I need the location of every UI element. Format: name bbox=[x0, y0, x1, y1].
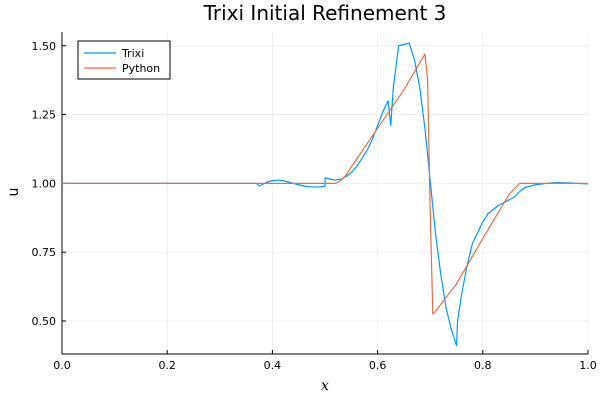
tick-labels: 0.0 0.2 0.4 0.6 0.8 1.0 0.50 0.75 1.00 1.25 1.50 bbox=[32, 40, 597, 372]
x-tick-label: 0.0 bbox=[53, 359, 71, 372]
grid bbox=[61, 32, 589, 354]
y-tick-label: 1.00 bbox=[32, 177, 57, 190]
y-tick-label: 0.50 bbox=[32, 315, 57, 328]
legend-label-trixi: Trixi bbox=[121, 47, 144, 60]
series-line-python bbox=[62, 53, 588, 315]
y-axis-label: u bbox=[6, 188, 22, 197]
x-axis-label: x bbox=[321, 378, 329, 394]
chart-title: Trixi Initial Refinement 3 bbox=[203, 1, 447, 25]
x-tick-label: 0.2 bbox=[158, 359, 176, 372]
x-tick-label: 0.4 bbox=[264, 359, 282, 372]
legend-box bbox=[77, 40, 171, 80]
y-tick-label: 1.50 bbox=[32, 40, 57, 53]
x-tick-label: 1.0 bbox=[579, 359, 597, 372]
y-tick-label: 1.25 bbox=[32, 109, 57, 122]
axes bbox=[61, 32, 589, 355]
x-tick-label: 0.8 bbox=[474, 359, 492, 372]
legend: Trixi Python bbox=[77, 40, 171, 80]
legend-label-python: Python bbox=[122, 62, 160, 75]
y-tick-label: 0.75 bbox=[32, 246, 57, 259]
series bbox=[62, 42, 589, 347]
x-tick-label: 0.6 bbox=[369, 359, 387, 372]
